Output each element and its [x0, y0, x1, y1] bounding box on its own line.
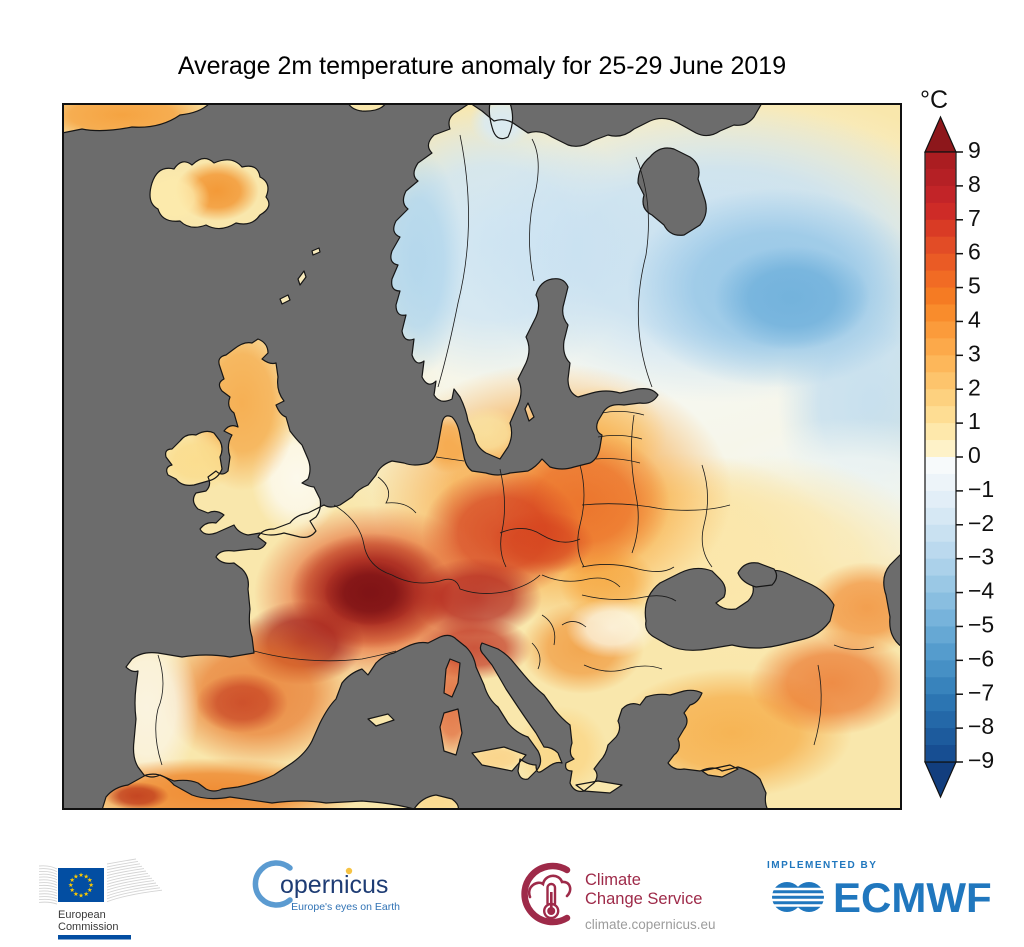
colorbar-tick-label: 0	[968, 442, 981, 468]
colorbar-tick-label: −5	[968, 612, 994, 638]
c3s-thermometer-bulb	[547, 907, 556, 915]
colorbar-tick-label: −7	[968, 679, 994, 705]
colorbar-tick-label: 7	[968, 205, 981, 231]
eu-star-icon: ★	[78, 872, 84, 879]
colorbar-tick-label: 1	[968, 408, 981, 434]
colorbar-tick-label: −6	[968, 645, 994, 671]
ecmwf-logo: IMPLEMENTED BY ECMWF	[767, 860, 992, 921]
colorbar-tick-label: −8	[968, 713, 994, 739]
c3s-thermometer-stem	[550, 892, 553, 909]
ec-fan-lines	[38, 858, 163, 905]
copernicus-swoosh-icon	[252, 860, 293, 908]
c3s-icon	[521, 862, 572, 926]
ec-blue-bar	[58, 935, 131, 940]
copernicus-tagline: Europe's eyes on Earth	[291, 901, 400, 913]
colorbar-tick-label: 3	[968, 340, 981, 366]
eu-star-icon: ★	[87, 887, 93, 894]
eu-star-icon: ★	[69, 887, 75, 894]
colorbar: 9 8 7 6 5 4 3 2 1 0 −1 −2 −3 −4 −5 −6 −7 −8 −9	[924, 115, 994, 799]
colorbar-tick-label: 9	[968, 137, 981, 163]
inland-seas	[637, 147, 835, 651]
ec-text-line2: Commission	[58, 921, 119, 933]
map-sea-of-azov	[737, 562, 778, 588]
colorbar-tick-label: −4	[968, 578, 994, 604]
colorbar-tick-label: 8	[968, 171, 981, 197]
colorbar-tick-label: −1	[968, 476, 994, 502]
ec-text-line1: European	[58, 909, 106, 921]
ecmwf-globe-icon	[768, 882, 828, 912]
eu-star-icon: ★	[68, 882, 74, 889]
colorbar-unit-label: °C	[920, 86, 949, 114]
eu-star-icon: ★	[73, 891, 79, 898]
climate-change-service-logo: Climate Change Service climate.copernicu…	[521, 862, 716, 932]
colorbar-tick-label: −3	[968, 544, 994, 570]
eu-star-icon: ★	[87, 877, 93, 884]
colorbar-top-arrow	[924, 115, 957, 153]
colorbar-tick-label: 2	[968, 374, 981, 400]
c3s-text-line2: Change Service	[585, 890, 702, 908]
figure-title: Average 2m temperature anomaly for 25-29…	[177, 52, 787, 80]
colorbar-ticks: 9 8 7 6 5 4 3 2 1 0 −1 −2 −3 −4 −5 −6 −7 −8 −9	[956, 137, 994, 773]
copernicus-satellite-dot-icon	[345, 867, 353, 875]
colorbar-bottom-arrow	[924, 761, 957, 799]
eu-flag-icon	[58, 868, 104, 902]
map-white-sea	[637, 147, 707, 236]
c3s-text-line1: Climate	[585, 871, 641, 889]
map-svg	[61, 102, 903, 811]
c3s-url: climate.copernicus.eu	[585, 917, 716, 932]
copernicus-logo: opernicus Europe's eyes on Earth	[252, 860, 400, 913]
colorbar-tick-label: 4	[968, 307, 981, 333]
eu-star-icon: ★	[69, 877, 75, 884]
copernicus-wordmark: opernicus	[280, 871, 388, 899]
eu-star-icon: ★	[83, 873, 89, 880]
colorbar-tick-label: 6	[968, 239, 981, 265]
colorbar-segments	[925, 152, 956, 763]
ecmwf-implemented-by: IMPLEMENTED BY	[767, 860, 877, 871]
europe-anomaly-map	[61, 102, 903, 811]
eu-star-icon: ★	[83, 891, 89, 898]
map-frame	[62, 103, 902, 810]
colorbar-tick-label: 5	[968, 273, 981, 299]
eu-star-icon: ★	[78, 892, 84, 899]
european-commission-logo: ★ ★★★★★★★★★★★ European Commission	[38, 858, 163, 940]
eu-flag-stars: ★ ★★★★★★★★★★★	[68, 872, 94, 899]
ecmwf-wordmark: ECMWF	[833, 874, 992, 921]
colorbar-tick-label: −9	[968, 747, 994, 773]
country-borders	[155, 134, 875, 766]
eu-star-icon: ★	[73, 873, 79, 880]
eu-star-icon: ★	[88, 882, 94, 889]
colorbar-tick-label: −2	[968, 510, 994, 536]
